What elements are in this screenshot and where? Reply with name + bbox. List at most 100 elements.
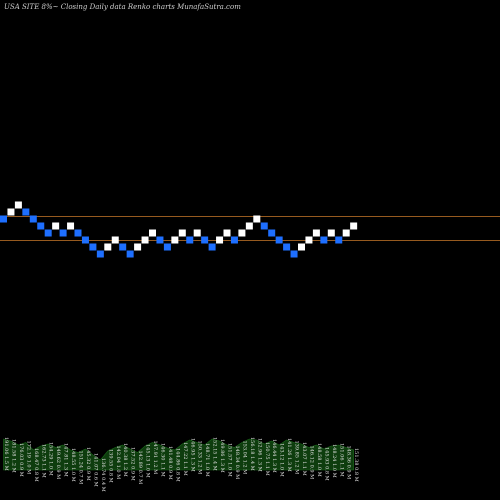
volume-label: 139.55 0.8 M [107, 449, 113, 483]
volume-label: 150.33 1.2 M [197, 441, 203, 475]
volume-label: 141.26 1.3 M [286, 438, 292, 472]
renko-brick-down [74, 229, 82, 237]
volume-label: 181.58 1.2 M [10, 439, 16, 473]
volume-label: 149.62 0.9 M [55, 446, 61, 480]
volume-label: 145.93 0.8 M [323, 447, 329, 481]
volume-label: 146.30 1.1 M [159, 443, 165, 477]
renko-brick-down [335, 236, 343, 244]
volume-label: 150.75 1.1 M [264, 442, 270, 476]
renko-brick-down [96, 250, 104, 258]
volume-label: 147.81 1.3 M [63, 443, 69, 477]
volume-label: 142.04 1.0 M [115, 446, 121, 480]
renko-brick-down [275, 236, 283, 244]
renko-brick-up [298, 243, 305, 251]
renko-brick-up [223, 229, 231, 237]
renko-brick-down [201, 236, 209, 244]
volume-label: 151.24 0.7 M [78, 451, 84, 485]
renko-brick-down [119, 243, 127, 251]
volume-label: 151.06 1.1 M [338, 443, 344, 477]
renko-brick-up [171, 236, 179, 244]
renko-brick-up [14, 201, 22, 209]
volume-label: 146.44 1.3 M [271, 439, 277, 473]
renko-brick-down [89, 243, 97, 251]
renko-brick-up [327, 229, 335, 237]
renko-brick-down [230, 236, 238, 244]
renko-brick-up [111, 236, 119, 244]
renko-brick-up [104, 243, 112, 251]
volume-label: 142.89 0.7 M [137, 451, 143, 485]
volume-label: 148.36 0.9 M [346, 446, 352, 480]
renko-brick-down [37, 222, 45, 230]
volume-label: 141.48 0.9 M [167, 446, 173, 480]
renko-brick-up [67, 222, 75, 230]
chart-title: USA SITE 8%~ Closing Daily data Renko ch… [4, 3, 241, 11]
volume-label: 191.06 1.5 M [3, 437, 9, 471]
volume-shape [3, 438, 354, 471]
volume-label: 139.85 1.2 M [294, 441, 300, 475]
volume-label: 146.12 0.9 M [308, 446, 314, 480]
volume-label: 145.13 1.0 M [145, 444, 151, 478]
renko-brick-down [283, 243, 291, 251]
volume-label: 148.34 0.9 M [234, 446, 240, 480]
volume-label: 146.95 1.3 M [189, 438, 195, 472]
renko-brick-up [238, 229, 246, 237]
renko-bricks [0, 201, 358, 258]
volume-labels: 191.06 1.5 M 181.58 1.2 M 176.03 0.9 M 172.… [3, 437, 359, 492]
volume-label: 148.58 1.0 M [316, 443, 322, 477]
volume-label: 152.15 1.4 M [212, 437, 218, 471]
volume-label: 151.38 0.8 M [353, 448, 359, 482]
renko-brick-down [208, 243, 216, 251]
volume-label: 168.47 0.8 M [33, 448, 39, 482]
volume-label: 172.19 1.0 M [25, 441, 31, 475]
volume-label: 148.55 1.0 M [70, 448, 76, 482]
renko-brick-down [59, 229, 67, 237]
volume-label: 153.04 1.2 M [241, 441, 247, 475]
renko-brick-up [7, 208, 15, 216]
volume-label: 143.07 1.1 M [301, 442, 307, 476]
renko-brick-up [342, 229, 350, 237]
renko-brick-down [320, 236, 328, 244]
renko-brick-up [312, 229, 320, 237]
volume-label: 137.52 0.9 M [130, 447, 136, 481]
renko-brick-up [193, 229, 201, 237]
volume-label: 162.73 1.1 M [40, 444, 46, 478]
volume-label: 144.86 0.8 M [174, 448, 180, 482]
renko-brick-up [149, 229, 156, 237]
renko-brick-down [81, 236, 89, 244]
volume-label: 140.38 1.2 M [122, 443, 128, 477]
volume-label: 176.03 0.9 M [18, 443, 24, 477]
renko-brick-up [253, 215, 261, 223]
volume-label: 136.74 0.4 M [100, 458, 106, 492]
renko-brick-up [216, 236, 224, 244]
renko-brick-down [126, 250, 134, 258]
volume-label: 152.96 1.3 M [256, 438, 262, 472]
renko-brick-down [22, 208, 30, 216]
renko-brick-up [350, 222, 358, 230]
renko-brick-down [163, 243, 171, 251]
renko-brick-up [245, 222, 253, 230]
renko-brick-up [52, 222, 60, 230]
volume-label: 147.91 1.2 M [152, 441, 158, 475]
renko-brick-down [44, 229, 52, 237]
volume-label: 154.29 1.0 M [48, 442, 54, 476]
volume-area [3, 438, 354, 471]
volume-label: 148.24 1.0 M [331, 444, 337, 478]
renko-brick-up [141, 236, 149, 244]
renko-brick-down [290, 250, 298, 258]
volume-label: 151.57 1.0 M [227, 443, 233, 477]
renko-brick-down [156, 236, 164, 244]
renko-brick-down [186, 236, 194, 244]
renko-brick-up [305, 236, 313, 244]
volume-label: 148.71 1.0 M [204, 443, 210, 477]
renko-brick-up [134, 243, 142, 251]
volume-label: 143.12 1.0 M [279, 443, 285, 477]
volume-label: 156.18 1.4 M [249, 437, 255, 471]
renko-brick-down [268, 229, 276, 237]
volume-label: 149.86 1.3 M [219, 439, 225, 473]
renko-brick-down [260, 222, 268, 230]
volume-label: 147.22 1.1 M [182, 442, 188, 476]
volume-label: 141.07 0.6 M [92, 453, 98, 487]
renko-brick-up [178, 229, 186, 237]
